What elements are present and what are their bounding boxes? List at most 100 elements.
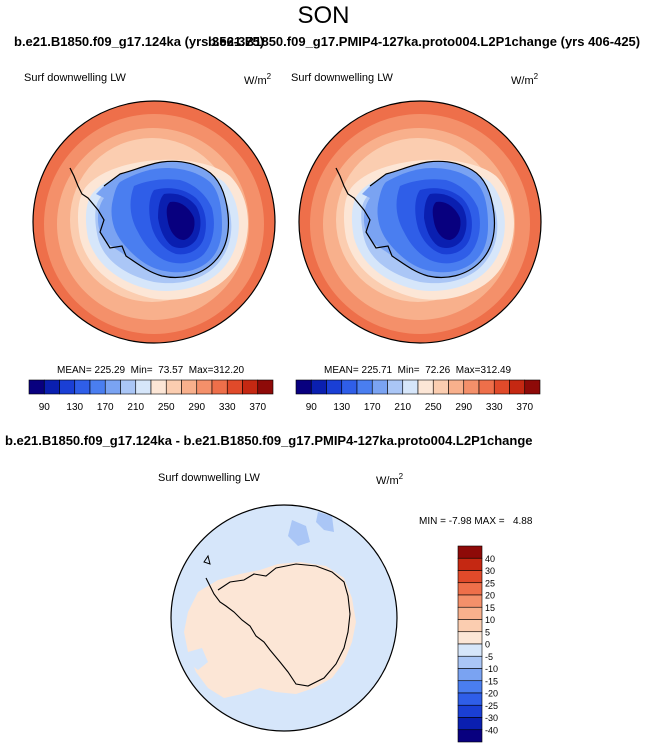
diff-stats: MIN = -7.98 MAX = 4.88 [419,516,533,527]
colorbar-cell [402,379,419,395]
colorbar-cell [457,643,483,657]
negative-patch [316,512,334,532]
colorbar-cell [89,379,106,395]
colorbar-cell [104,379,121,395]
polar-map-case2 [298,100,542,344]
colorbar-tick-label: -25 [485,701,498,711]
colorbar-cell [457,545,483,559]
colorbar-tick-label: 330 [486,402,503,413]
colorbar-tick-label: 0 [485,640,490,650]
colorbar-cell [356,379,373,395]
colorbar-cell [28,379,45,395]
panel2-units: W/m2 [511,72,539,87]
colorbar-cell [463,379,480,395]
colorbar-cell [457,692,483,706]
antarctica-core [166,201,195,240]
panel2-variable: Surf downwelling LW [291,72,393,84]
colorbar-tick-label: 90 [306,402,318,413]
colorbar-tick-label: 170 [364,402,381,413]
colorbar-cell [457,729,483,743]
negative-patch [288,520,310,546]
colorbar-cell [493,379,510,395]
colorbar-tick-label: 20 [485,591,495,601]
diff-title: b.e21.B1850.f09_g17.124ka - b.e21.B1850.… [5,433,533,448]
colorbar-tick-label: -5 [485,652,493,662]
colorbar-tick-label: 25 [485,578,495,588]
colorbar-cell [295,379,312,395]
colorbar-cell [457,680,483,694]
panel1-variable: Surf downwelling LW [24,72,126,84]
colorbar-cell [211,379,228,395]
colorbar-tick-label: -20 [485,689,498,699]
colorbar-tick-label: 130 [333,402,350,413]
colorbar-cell [150,379,167,395]
colorbar-cell [457,655,483,669]
diff-units: W/m2 [376,472,404,487]
colorbar-tick-label: 40 [485,554,495,564]
colorbar-tick-label: 30 [485,566,495,576]
colorbar-difference: 40 30 25 20 15 10 5 0 -5 -10 -15 -20 -25 -30 -40 [457,545,498,743]
colorbar-cell [478,379,495,395]
colorbar-tick-label: 170 [97,402,114,413]
colorbar-tick-label: 290 [455,402,472,413]
colorbar-case2: 90 130 170 210 250 290 330 370 [295,379,541,413]
colorbar-cell [524,379,541,395]
colorbar-tick-label: 10 [485,615,495,625]
island [203,554,211,565]
colorbar-cell [457,704,483,718]
colorbar-cell [432,379,449,395]
colorbar-tick-label: 250 [425,402,442,413]
antarctica-core [432,201,461,240]
colorbar-cell [371,379,388,395]
colorbar-cell [59,379,76,395]
colorbar-cell [417,379,434,395]
colorbar-tick-label: 210 [394,402,411,413]
colorbar-tick-label: -10 [485,664,498,674]
colorbar-cell [457,570,483,584]
colorbar-cell [74,379,91,395]
colorbar-cell [387,379,404,395]
map-border [298,100,542,344]
panel2-stats: MEAN= 225.71 Min= 72.26 Max=312.49 [324,365,512,376]
colorbar-cell [120,379,137,395]
colorbar-cell [242,379,259,395]
positive-region [184,562,356,698]
colorbar-cell [457,594,483,608]
colorbar-cell [43,379,60,395]
colorbar-cell [457,582,483,596]
colorbar-cell [457,717,483,731]
season-title: SON [297,2,350,29]
colorbar-tick-label: 130 [66,402,83,413]
colorbar-cell [341,379,358,395]
colorbar-cell [165,379,182,395]
coastline [69,160,230,279]
colorbar-tick-label: 370 [516,402,533,413]
colorbar-cell [181,379,198,395]
colorbar-cell [457,631,483,645]
colorbar-cell [448,379,465,395]
colorbar-cell [310,379,327,395]
polar-map-case1 [32,100,276,344]
colorbar-cell [509,379,526,395]
map-border [32,100,276,344]
colorbar-case1: 90 130 170 210 250 290 330 370 [28,379,274,413]
colorbar-cell [135,379,152,395]
colorbar-tick-label: 5 [485,627,490,637]
colorbar-cell [457,606,483,620]
colorbar-cell [457,557,483,571]
colorbar-tick-label: 250 [158,402,175,413]
colorbar-tick-label: 90 [39,402,51,413]
colorbar-cell [226,379,243,395]
polar-map-difference [170,504,398,732]
colorbar-tick-label: -40 [485,725,498,735]
colorbar-cell [196,379,213,395]
colorbar-tick-label: -30 [485,713,498,723]
colorbar-tick-label: 15 [485,603,495,613]
colorbar-tick-label: -15 [485,676,498,686]
negative-patch [254,698,280,718]
panel1-units: W/m2 [244,72,272,87]
colorbar-cell [257,379,274,395]
colorbar-tick-label: 370 [249,402,266,413]
diff-variable: Surf downwelling LW [158,472,260,484]
colorbar-tick-label: 330 [219,402,236,413]
